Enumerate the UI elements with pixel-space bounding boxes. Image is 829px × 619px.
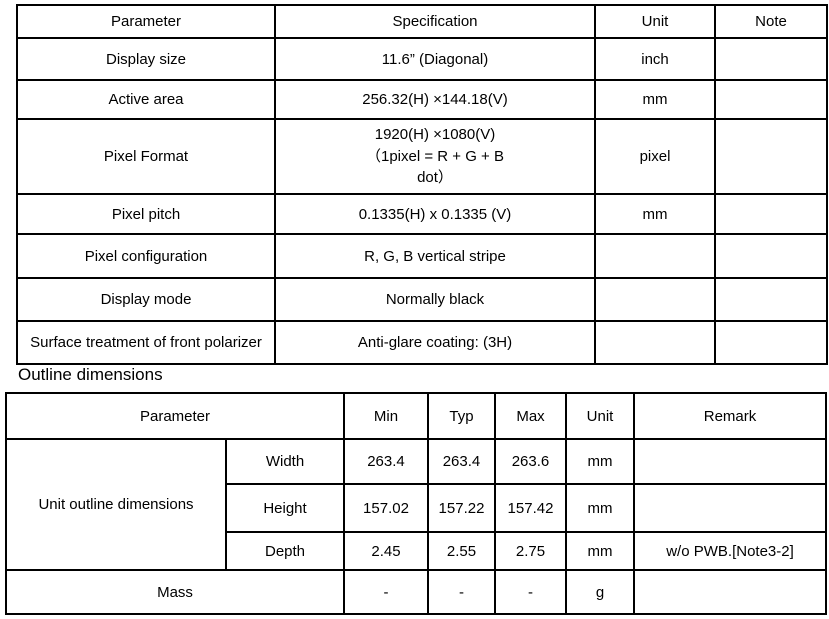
cell-unit: mm	[565, 438, 635, 485]
cell-specification: 1920(H) ×1080(V) （1pixel = R + G + B dot…	[274, 118, 596, 195]
table-row-surface-treatment: Surface treatment of front polarizer Ant…	[16, 320, 828, 365]
cell-specification: Anti-glare coating: (3H)	[274, 320, 596, 365]
cell-parameter: Active area	[16, 79, 276, 120]
cell-unit	[594, 277, 716, 322]
cell-dimension-label: Depth	[225, 531, 345, 571]
table-row-display-size: Display size 11.6” (Diagonal) inch	[16, 37, 828, 81]
cell-specification: R, G, B vertical stripe	[274, 233, 596, 279]
cell-note	[714, 37, 828, 81]
cell-unit	[594, 320, 716, 365]
cell-unit: inch	[594, 37, 716, 81]
table-row-mass: Mass - - - g	[5, 569, 827, 615]
cell-typ: -	[427, 569, 496, 615]
cell-unit: g	[565, 569, 635, 615]
cell-min: 157.02	[343, 483, 429, 533]
cell-min: 2.45	[343, 531, 429, 571]
outline-header-row: Parameter Min Typ Max Unit Remark	[5, 392, 827, 440]
cell-note	[714, 193, 828, 235]
cell-remark	[633, 569, 827, 615]
column-header-min: Min	[343, 392, 429, 440]
section-heading-outline-dimensions: Outline dimensions	[18, 365, 163, 384]
cell-group-label: Unit outline dimensions	[5, 438, 227, 571]
cell-typ: 157.22	[427, 483, 496, 533]
cell-specification: Normally black	[274, 277, 596, 322]
cell-unit: mm	[594, 79, 716, 120]
cell-parameter: Surface treatment of front polarizer	[16, 320, 276, 365]
cell-max: 2.75	[494, 531, 567, 571]
table-row-width: Unit outline dimensions Width 263.4 263.…	[5, 438, 827, 571]
table-row-depth: Depth 2.45 2.55 2.75 mm w/o PWB.[Note3-2…	[6, 531, 827, 571]
cell-dimension-label: Width	[225, 438, 345, 485]
column-header-max: Max	[494, 392, 567, 440]
cell-parameter: Pixel pitch	[16, 193, 276, 235]
cell-remark	[633, 438, 827, 485]
cell-specification: 11.6” (Diagonal)	[274, 37, 596, 81]
cell-parameter: Pixel Format	[16, 118, 276, 195]
cell-min: -	[343, 569, 429, 615]
cell-note	[714, 79, 828, 120]
table-row-pixel-configuration: Pixel configuration R, G, B vertical str…	[16, 233, 828, 279]
cell-specification: 256.32(H) ×144.18(V)	[274, 79, 596, 120]
cell-note	[714, 320, 828, 365]
column-header-parameter: Parameter	[16, 4, 276, 39]
cell-remark: w/o PWB.[Note3-2]	[633, 531, 827, 571]
cell-parameter: Display mode	[16, 277, 276, 322]
cell-remark	[633, 483, 827, 533]
cell-min: 263.4	[343, 438, 429, 485]
outline-dimensions-table: Parameter Min Typ Max Unit Remark Unit o…	[5, 392, 827, 615]
column-header-unit: Unit	[565, 392, 635, 440]
cell-note	[714, 277, 828, 322]
cell-typ: 263.4	[427, 438, 496, 485]
display-spec-table: Parameter Specification Unit Note Displa…	[16, 4, 828, 365]
cell-unit: mm	[565, 483, 635, 533]
cell-specification: 0.1335(H) x 0.1335 (V)	[274, 193, 596, 235]
cell-unit: mm	[565, 531, 635, 571]
column-header-typ: Typ	[427, 392, 496, 440]
table-row-pixel-format: Pixel Format 1920(H) ×1080(V) （1pixel = …	[16, 118, 828, 195]
cell-max: 263.6	[494, 438, 567, 485]
spec-header-row: Parameter Specification Unit Note	[16, 4, 828, 39]
column-header-unit: Unit	[594, 4, 716, 39]
cell-note	[714, 118, 828, 195]
column-header-note: Note	[714, 4, 828, 39]
table-row-pixel-pitch: Pixel pitch 0.1335(H) x 0.1335 (V) mm	[16, 193, 828, 235]
cell-unit: mm	[594, 193, 716, 235]
cell-mass-label: Mass	[5, 569, 345, 615]
table-row-display-mode: Display mode Normally black	[16, 277, 828, 322]
column-header-parameter: Parameter	[5, 392, 345, 440]
cell-note	[714, 233, 828, 279]
cell-unit: pixel	[594, 118, 716, 195]
cell-typ: 2.55	[427, 531, 496, 571]
cell-max: -	[494, 569, 567, 615]
cell-dimension-label: Height	[225, 483, 345, 533]
table-row-height: Height 157.02 157.22 157.42 mm	[6, 483, 827, 533]
cell-max: 157.42	[494, 483, 567, 533]
column-header-specification: Specification	[274, 4, 596, 39]
cell-parameter: Display size	[16, 37, 276, 81]
table-row-active-area: Active area 256.32(H) ×144.18(V) mm	[16, 79, 828, 120]
cell-unit	[594, 233, 716, 279]
cell-parameter: Pixel configuration	[16, 233, 276, 279]
column-header-remark: Remark	[633, 392, 827, 440]
